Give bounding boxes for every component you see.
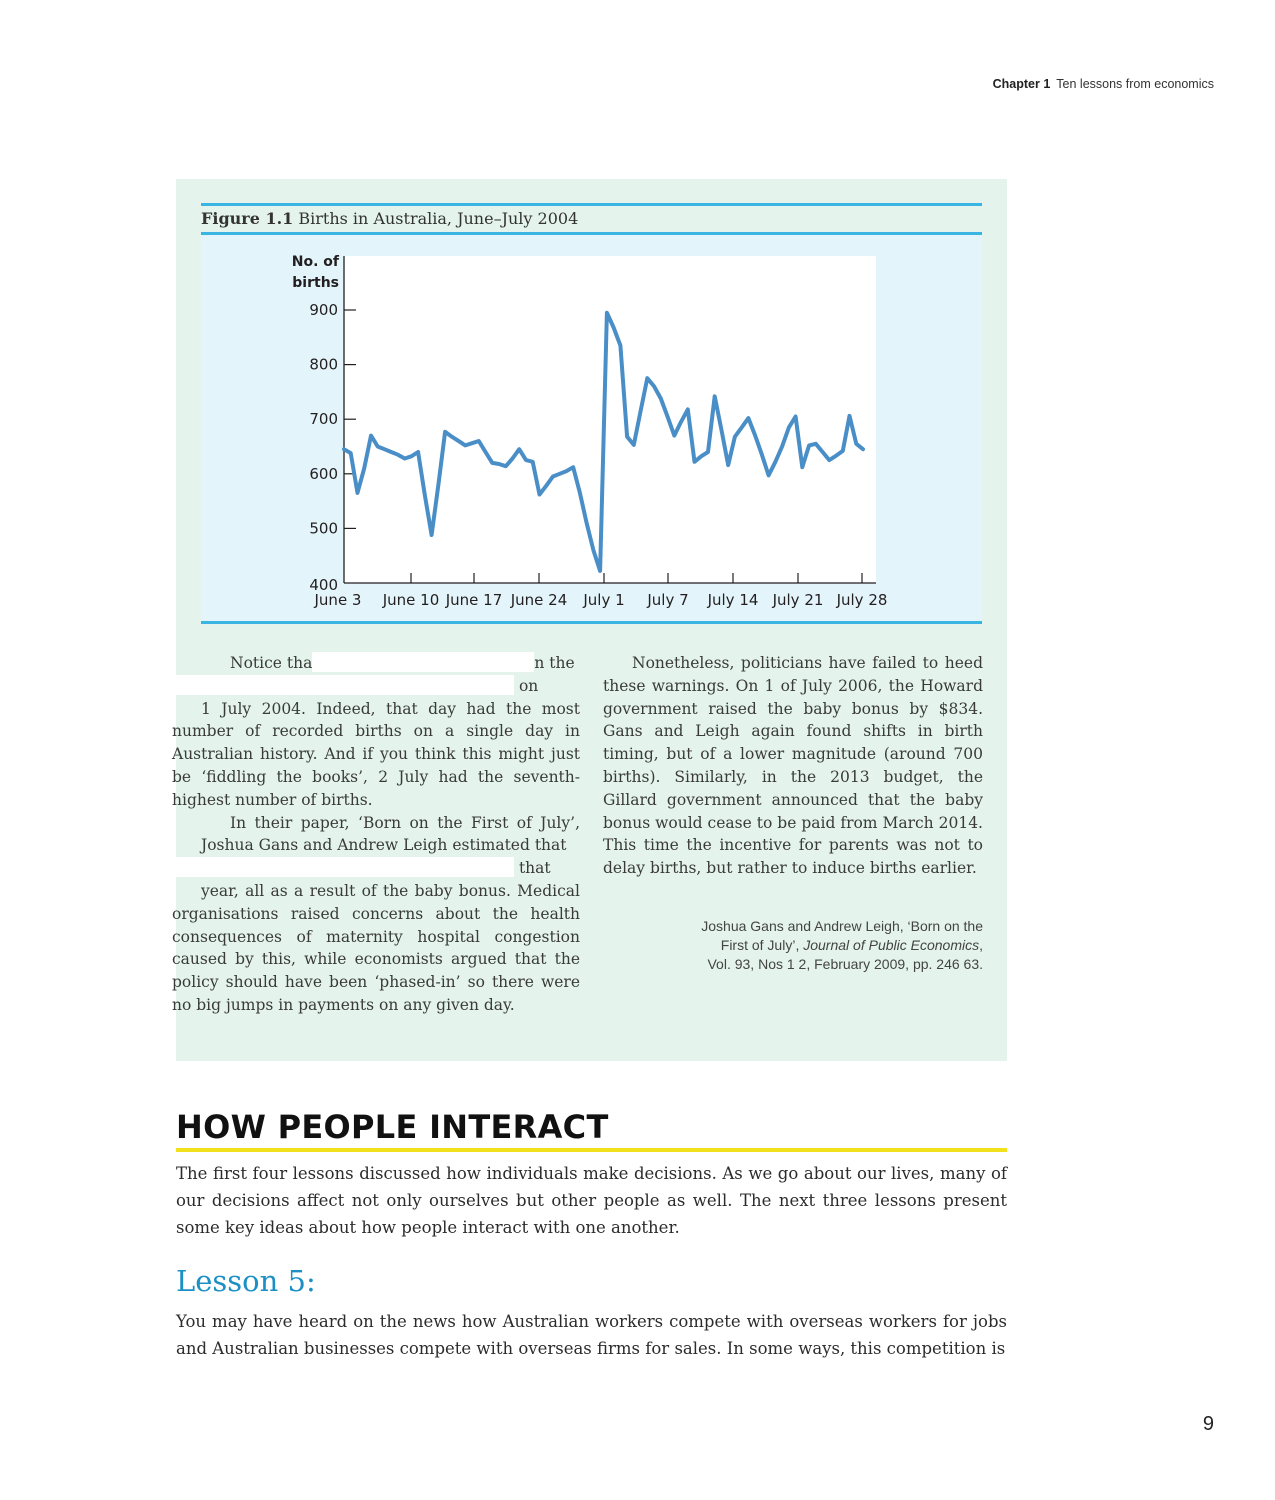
x-tick-label: June 24	[510, 591, 568, 609]
left-p1-cont: n the	[534, 654, 575, 672]
x-tick-label: July 1	[582, 591, 624, 609]
x-tick-label: June 3	[314, 591, 362, 609]
x-tick-label: July 21	[772, 591, 824, 609]
y-tick-label: 700	[309, 410, 338, 428]
left-p1-start: Notice tha	[230, 654, 313, 672]
lesson-title: Lesson 5:	[176, 1264, 316, 1298]
ref-line-1: Joshua Gans and Andrew Leigh, ‘Born on t…	[701, 917, 983, 934]
right-paragraph-1: Nonetheless, politicians have failed to …	[603, 654, 983, 878]
left-p2-start: In their paper, ‘Born on the First of Ju…	[201, 813, 580, 855]
left-p2-rest: year, all as a result of the baby bonus.…	[172, 881, 580, 1014]
left-p2-that: that	[518, 859, 551, 878]
case-study-box: Figure 1.1 Births in Australia, June–Jul…	[162, 179, 1007, 1061]
redaction-block	[162, 857, 514, 878]
left-paragraph-1: Notice tha n the on 1 July 2004. Indeed, t…	[162, 652, 580, 812]
y-axis-label-line1: No. of	[292, 254, 340, 270]
x-tick-label: June 10	[382, 591, 440, 609]
section-paragraph-1: The first four lessons discussed how ind…	[176, 1164, 1007, 1237]
page-number: 9	[1202, 1413, 1214, 1435]
y-tick-label: 400	[309, 576, 338, 594]
left-paragraph-2: In their paper, ‘Born on the First of Ju…	[162, 812, 580, 1017]
left-p1-on: on	[518, 676, 539, 695]
redaction-block	[162, 674, 514, 695]
x-tick-label: July 28	[836, 591, 888, 609]
figure-label: Figure 1.1	[201, 209, 294, 228]
left-p1-rest: 1 July 2004. Indeed, that day had the mo…	[172, 699, 580, 809]
redaction-block	[320, 1264, 865, 1298]
y-tick-label: 900	[309, 301, 338, 319]
y-tick-label: 800	[309, 356, 338, 374]
ref-journal: Journal of Public Economics	[803, 936, 980, 953]
y-tick-label: 500	[309, 519, 338, 537]
births-line-chart: No. of births 400 500 600 700 800 900 June 3 Ju…	[292, 254, 888, 609]
y-tick-label: 600	[309, 465, 338, 483]
ref-line-3: Vol. 93, Nos 1 2, February 2009, pp. 246…	[707, 955, 983, 972]
reference-note: Joshua Gans and Andrew Leigh, ‘Born on t…	[603, 917, 983, 974]
figure-title: Births in Australia, June–July 2004	[298, 209, 579, 228]
redaction-block	[312, 652, 535, 672]
right-column: Nonetheless, politicians have failed to …	[603, 652, 983, 974]
figure-panel: No. of births 400 500 600 700 800 900 June 3 Ju…	[201, 235, 982, 624]
y-axis-label-line2: births	[292, 275, 339, 291]
running-head-title: Ten lessons from economics	[1056, 77, 1214, 91]
series-line	[342, 310, 865, 573]
ref-line-2-end: ,	[979, 936, 983, 953]
running-head-chapter: Chapter 1	[992, 77, 1051, 91]
x-tick-label: July 7	[646, 591, 688, 609]
section-heading: HOW PEOPLE INTERACT	[176, 1108, 1007, 1152]
x-tick-label: June 17	[445, 591, 503, 609]
section-paragraph-2: You may have heard on the news how Austr…	[176, 1312, 1007, 1358]
x-tick-label: July 14	[707, 591, 759, 609]
running-head: Chapter 1 Ten lessons from economics	[993, 77, 1214, 91]
ref-line-2: First of July’,	[720, 936, 804, 953]
figure-caption: Figure 1.1 Births in Australia, June–Jul…	[201, 203, 982, 235]
left-column: Notice tha n the on 1 July 2004. Indeed, t…	[162, 652, 580, 1017]
